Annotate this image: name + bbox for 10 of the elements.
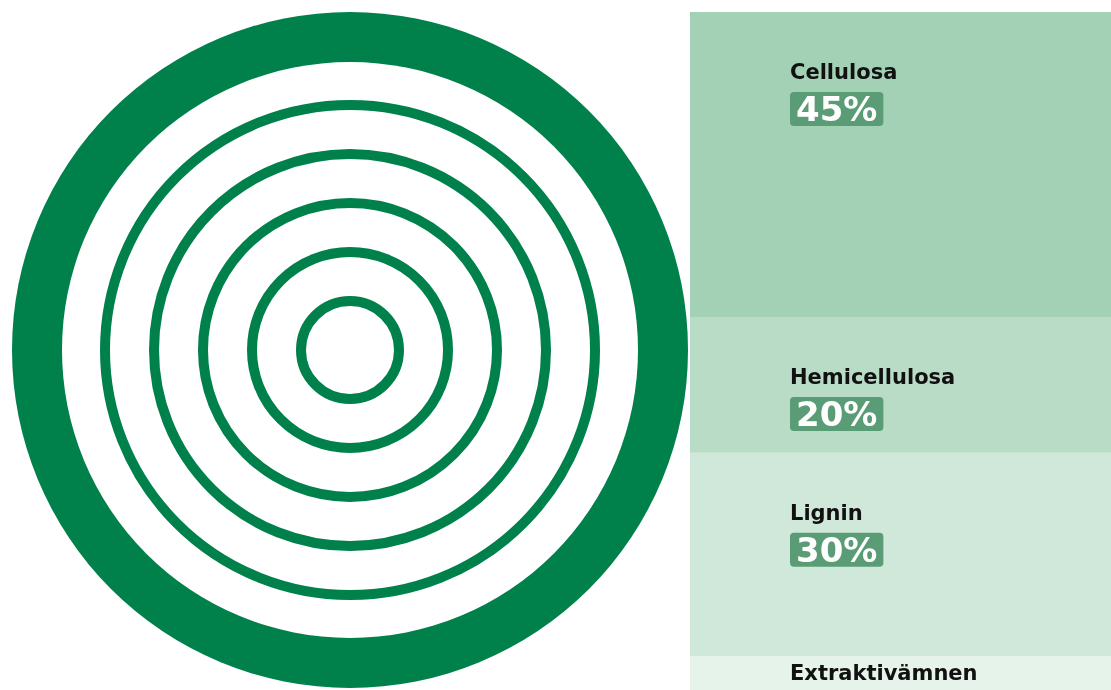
data-label: 30% (796, 529, 878, 570)
data-label: 45% (796, 89, 878, 129)
bar (690, 452, 1111, 657)
bar (690, 317, 1111, 453)
series-label: Extraktivämnen (790, 661, 978, 686)
series-label: Lignin (790, 500, 863, 525)
data-label: 20% (796, 394, 878, 435)
series-label: Hemicellulosa (790, 365, 956, 390)
series-label: Cellulosa (790, 60, 898, 84)
bar (690, 12, 1111, 318)
